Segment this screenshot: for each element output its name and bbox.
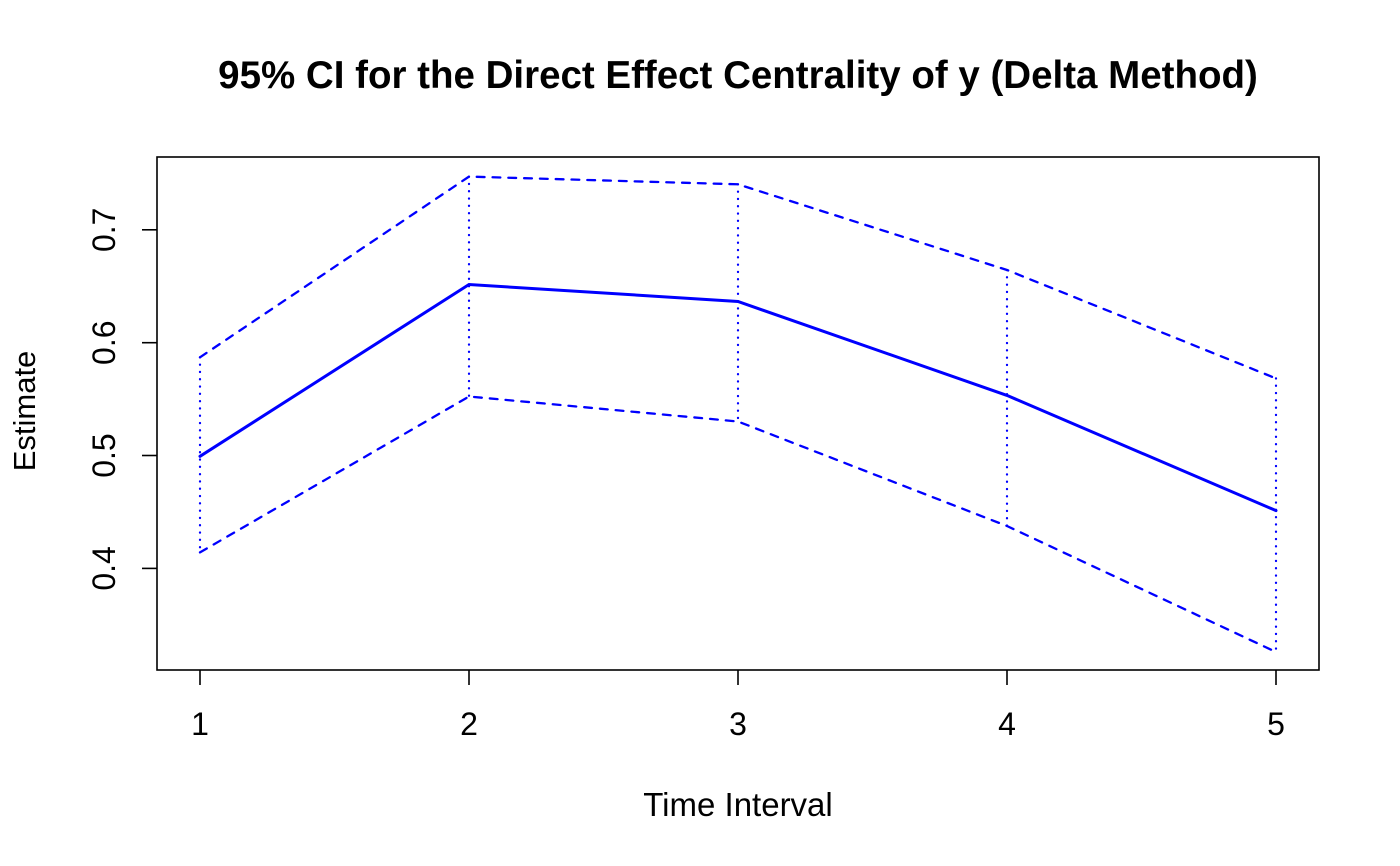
svg-text:2: 2	[460, 706, 478, 742]
svg-text:4: 4	[998, 706, 1016, 742]
svg-text:Estimate: Estimate	[7, 351, 42, 472]
svg-text:0.5: 0.5	[86, 433, 122, 477]
svg-text:0.6: 0.6	[86, 320, 122, 364]
svg-text:0.4: 0.4	[86, 546, 122, 590]
svg-text:5: 5	[1267, 706, 1285, 742]
svg-text:3: 3	[729, 706, 747, 742]
svg-text:0.7: 0.7	[86, 208, 122, 252]
svg-text:1: 1	[191, 706, 209, 742]
svg-text:95% CI for the Direct Effect C: 95% CI for the Direct Effect Centrality …	[218, 54, 1258, 97]
svg-text:Time Interval: Time Interval	[643, 786, 833, 823]
